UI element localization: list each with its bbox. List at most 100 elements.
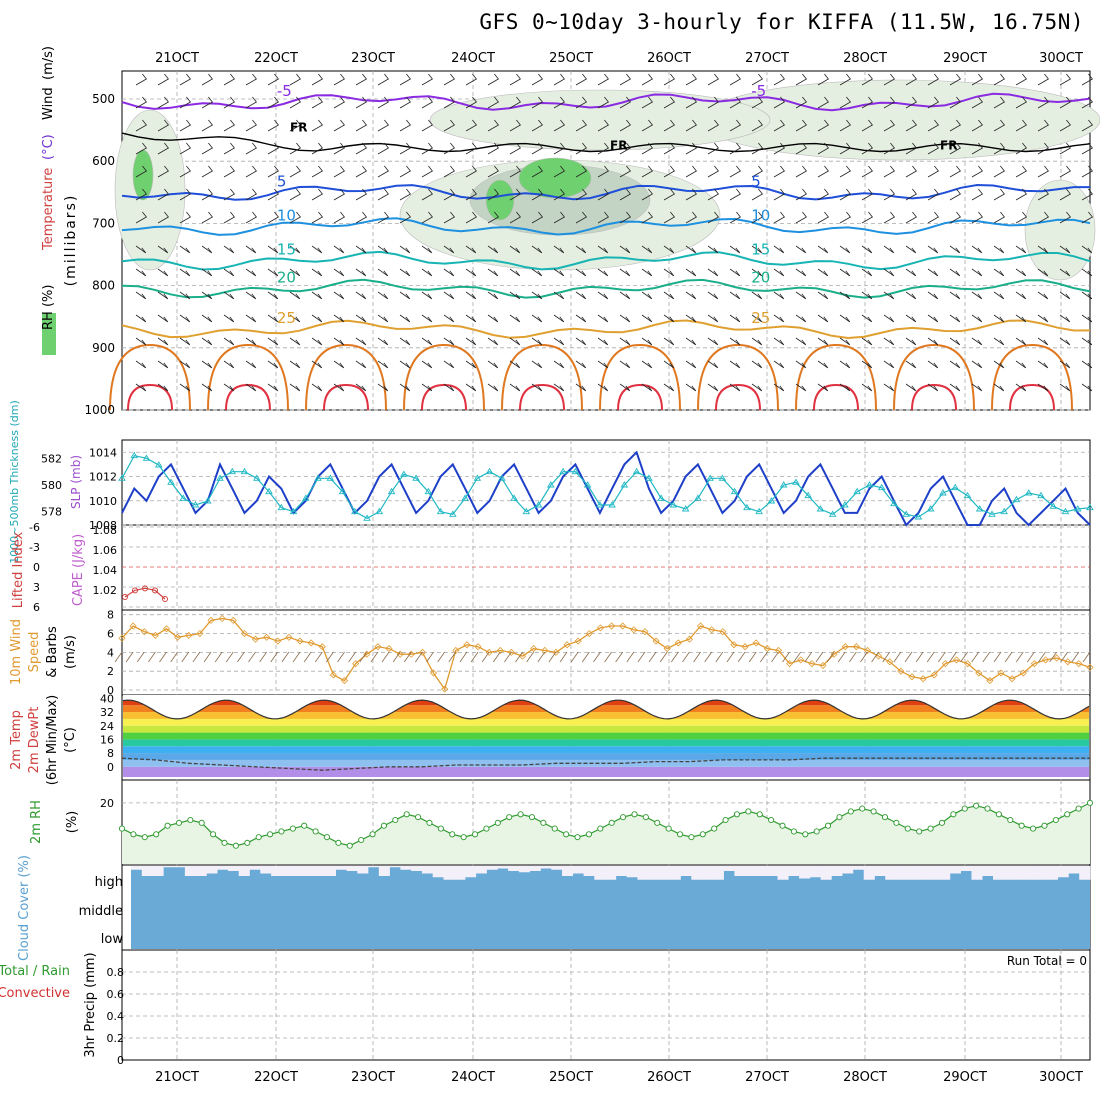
cloud-high-gap bbox=[346, 866, 358, 871]
wind-barb bbox=[1059, 188, 1072, 201]
wind-barb-10m bbox=[982, 651, 991, 663]
wind-barb bbox=[443, 383, 455, 392]
wind-barb bbox=[685, 314, 697, 323]
wind-barb-10m bbox=[637, 651, 646, 663]
date-label-top: 27OCT bbox=[745, 51, 789, 66]
wind-barb-10m bbox=[1015, 651, 1024, 663]
wind-barb bbox=[773, 211, 786, 224]
date-label-top: 24OCT bbox=[451, 51, 495, 66]
rh-point bbox=[676, 831, 684, 838]
wind-barb bbox=[1015, 142, 1028, 155]
cloud-low-mid bbox=[131, 866, 1090, 949]
warm-lobe-35 bbox=[323, 383, 369, 411]
wind-barb-10m bbox=[604, 651, 612, 663]
wind-barb bbox=[597, 188, 610, 201]
thickness-point bbox=[351, 507, 359, 515]
wind-barb bbox=[839, 245, 851, 254]
wind-barb bbox=[861, 119, 874, 132]
wind-speed-point bbox=[352, 660, 360, 668]
wind-barb bbox=[289, 245, 301, 254]
cloud-high-gap bbox=[368, 866, 380, 868]
rh-point bbox=[813, 828, 820, 835]
wind-barb bbox=[245, 291, 257, 300]
wind-barb-10m bbox=[303, 651, 312, 663]
wind-barb bbox=[773, 165, 786, 178]
wind-barb bbox=[465, 188, 478, 201]
wind-barb bbox=[333, 360, 345, 369]
wind-barb bbox=[135, 268, 147, 277]
wind-barb bbox=[641, 360, 653, 369]
wind-speed-point bbox=[1030, 660, 1038, 668]
thickness-ylabel: 1000~500mb Thickness (dm) bbox=[8, 400, 21, 564]
warm-lobe-30 bbox=[599, 343, 681, 411]
wind-barb bbox=[201, 314, 213, 323]
isotherm-label: 25 bbox=[277, 309, 296, 327]
wind-barb bbox=[619, 188, 632, 201]
wind-speed-point bbox=[774, 646, 783, 655]
wind-barb bbox=[553, 337, 565, 346]
wind-barb bbox=[311, 291, 323, 300]
thickness-point bbox=[338, 487, 347, 495]
thickness-tick: 578 bbox=[41, 506, 62, 519]
wind-barb bbox=[157, 211, 170, 224]
thickness-point bbox=[743, 503, 751, 511]
wind-speed-point bbox=[541, 646, 549, 655]
li-tick: 3 bbox=[33, 581, 40, 594]
wind-speed-point bbox=[429, 669, 438, 677]
slp-tick: 1014 bbox=[89, 446, 117, 459]
wind-barb bbox=[1059, 211, 1072, 224]
wind-barb bbox=[223, 360, 235, 369]
wind-barb bbox=[289, 119, 302, 132]
cloud-high-gap bbox=[594, 866, 606, 880]
cloud-high-gap bbox=[745, 866, 757, 876]
ua-legend-text: Temperature bbox=[41, 168, 56, 251]
date-label-bottom: 28OCT bbox=[843, 1070, 887, 1085]
rh-point bbox=[938, 819, 946, 826]
rh-point bbox=[517, 811, 524, 818]
wind-speed-point bbox=[1008, 675, 1016, 683]
wind-barb-10m bbox=[1071, 651, 1080, 663]
cloud-level-label: high bbox=[95, 875, 123, 890]
slp-ylabel: SLP (mb) bbox=[69, 455, 83, 509]
wind-barb bbox=[465, 73, 478, 86]
wind-barb bbox=[685, 73, 698, 86]
cloud-high-gap bbox=[1057, 866, 1069, 878]
rh-point bbox=[312, 828, 319, 835]
wind-barb bbox=[509, 211, 522, 224]
wind-barb bbox=[949, 73, 962, 86]
wind-speed-point bbox=[129, 622, 137, 630]
freezing-level-label: FR bbox=[290, 121, 307, 135]
temp-band bbox=[123, 766, 1089, 777]
wind-barb bbox=[245, 245, 257, 254]
wind-barb bbox=[575, 291, 587, 300]
wind-barb-10m bbox=[670, 651, 679, 663]
wind-barb bbox=[685, 211, 698, 224]
wind-barb bbox=[861, 165, 874, 178]
wind-barb bbox=[311, 245, 323, 254]
wind-barb-10m bbox=[771, 651, 779, 663]
wind-barb bbox=[597, 142, 610, 155]
wind-barb bbox=[641, 383, 653, 392]
wind-barb bbox=[157, 188, 170, 201]
wind-speed-point bbox=[1019, 669, 1027, 677]
wind-barb bbox=[795, 245, 807, 254]
thickness-point bbox=[510, 494, 518, 501]
wind-barb-10m bbox=[181, 651, 190, 663]
wind-barb bbox=[553, 291, 565, 300]
cloud-high-gap bbox=[734, 866, 746, 876]
wind-barb bbox=[795, 268, 807, 277]
wind-barb bbox=[817, 360, 829, 369]
wind-barb bbox=[487, 142, 500, 155]
cape-tick: 1.06 bbox=[93, 544, 118, 557]
wind-barb bbox=[509, 245, 521, 254]
wind-barb bbox=[333, 291, 345, 300]
wind-barb bbox=[355, 268, 367, 277]
wind-barb bbox=[333, 245, 345, 254]
wind-barb bbox=[311, 268, 323, 277]
wind-barb bbox=[465, 268, 477, 277]
wind-barb bbox=[399, 211, 412, 224]
wind-barb bbox=[817, 245, 829, 254]
thickness-point bbox=[547, 481, 555, 488]
wind-barb bbox=[839, 73, 852, 86]
wind-barb bbox=[619, 337, 631, 346]
